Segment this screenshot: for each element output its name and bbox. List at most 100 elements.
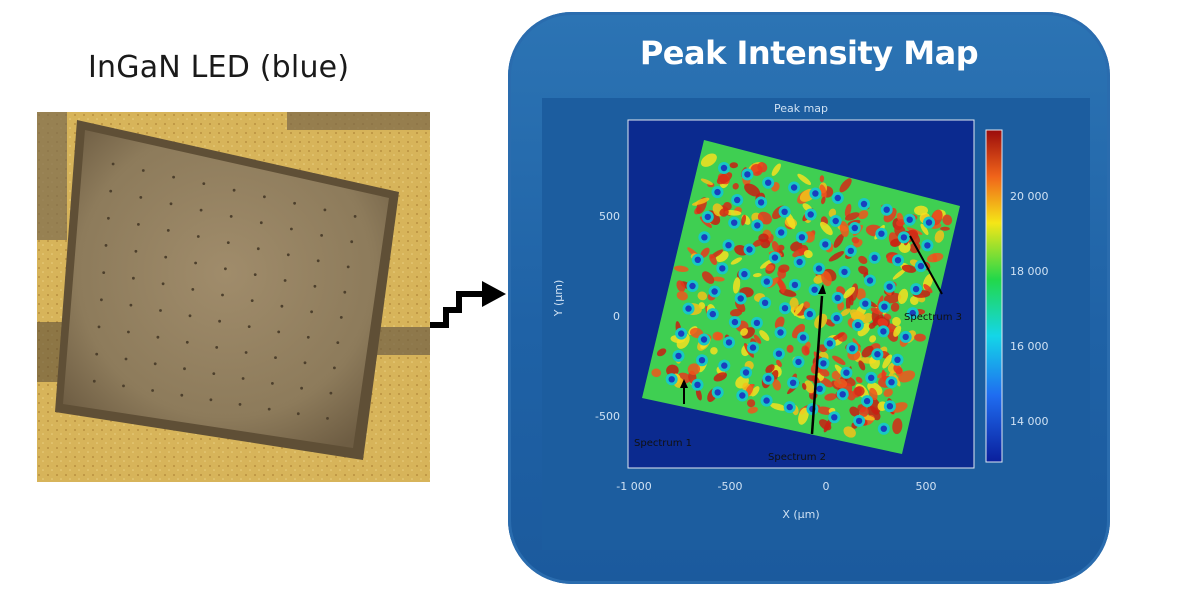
hotspot [883, 388, 893, 397]
hotspot [753, 334, 762, 344]
pit-core [731, 219, 738, 226]
pit-core [744, 171, 751, 178]
hotspot [803, 301, 811, 309]
hotspot [747, 406, 758, 414]
hotspot [786, 344, 794, 353]
pit-core [761, 299, 769, 306]
pit-core [820, 360, 827, 367]
chip-dot [107, 216, 110, 220]
pit-core [866, 277, 874, 284]
chip-dot [153, 362, 157, 366]
pit-core [841, 268, 848, 276]
chip-dot [326, 417, 329, 420]
x-tick: 500 [916, 480, 937, 493]
chip-dot [124, 357, 128, 361]
chip-dot [102, 271, 106, 274]
pit-core [831, 414, 838, 421]
chip-dot [183, 367, 186, 371]
hotspot [789, 297, 799, 311]
pit-core [791, 281, 799, 289]
annotation-arrowhead [818, 284, 826, 294]
pit-core [822, 241, 829, 248]
hotspot [844, 203, 852, 217]
chip-dot [320, 234, 323, 237]
pit-core [854, 321, 862, 329]
hotspot [821, 196, 826, 205]
pit-core [807, 211, 814, 218]
chip-dot [164, 255, 168, 259]
chip-dot [166, 229, 170, 232]
hotspot [710, 347, 718, 355]
hotspot [897, 288, 909, 305]
hotspot [687, 363, 701, 376]
hotspot [833, 378, 848, 389]
pit-core [739, 392, 746, 399]
pit-core [886, 403, 894, 410]
pit-core [789, 379, 797, 386]
annotation-arrowhead [680, 379, 688, 388]
pit-core [925, 219, 933, 226]
pit-core [799, 334, 807, 341]
hotspot [861, 313, 874, 324]
hotspot [819, 184, 827, 199]
hotspot [785, 212, 796, 230]
hotspot [730, 257, 743, 265]
colorbar-tick: 16 000 [1010, 340, 1049, 353]
pit-core [909, 309, 916, 317]
pit-core [754, 222, 761, 229]
pit-core [678, 330, 685, 337]
hotspot [816, 406, 834, 415]
pit-core [832, 217, 839, 225]
pit-core [721, 362, 728, 369]
hotspot [744, 183, 761, 197]
pit-core [725, 242, 732, 249]
pit-core [689, 282, 696, 290]
pit-core [798, 234, 806, 241]
hotspot [892, 317, 901, 326]
hotspot [898, 240, 911, 253]
pit-core [698, 357, 706, 364]
map-plot-area: Peak map Spectrum 1 Spectrum 2 Spectrum … [542, 98, 1090, 550]
chip-dot [353, 215, 357, 218]
chip-dot [313, 284, 317, 288]
chip-dot [218, 319, 222, 323]
y-tick: -500 [595, 410, 620, 423]
hotspot [821, 270, 832, 287]
hotspot [892, 268, 907, 280]
pit-core [871, 254, 878, 261]
hotspot [777, 277, 785, 294]
y-axis-label: Y (µm) [552, 280, 565, 318]
hotspot [831, 370, 841, 380]
chip-dot [97, 325, 101, 329]
chip-dot [180, 393, 184, 397]
pit-core [868, 374, 875, 381]
hotspot [774, 316, 785, 330]
hotspot [882, 354, 893, 369]
chip-dot [199, 208, 203, 212]
chip-dot [303, 361, 307, 365]
hotspot [818, 368, 830, 377]
pit-core [731, 318, 739, 326]
hotspot [872, 314, 884, 326]
pit-core [675, 352, 682, 360]
pit-core [839, 391, 846, 398]
hotspot [750, 386, 760, 397]
pit-core [753, 319, 761, 327]
hotspot [700, 153, 717, 167]
pit-core [880, 425, 887, 432]
pit-core [888, 379, 895, 386]
hotspot [893, 325, 902, 337]
hotspot [776, 359, 782, 367]
pit-core [894, 356, 901, 363]
colorbar [985, 129, 1003, 463]
hotspot [914, 333, 926, 342]
hotspot [697, 291, 708, 301]
pit-core [714, 188, 721, 196]
pit-core [694, 256, 701, 263]
hotspot [676, 280, 686, 293]
hotspot [794, 303, 804, 316]
hotspot [801, 345, 810, 356]
pit-core [847, 247, 854, 255]
hotspot [914, 205, 928, 216]
chip-dot [111, 162, 115, 166]
